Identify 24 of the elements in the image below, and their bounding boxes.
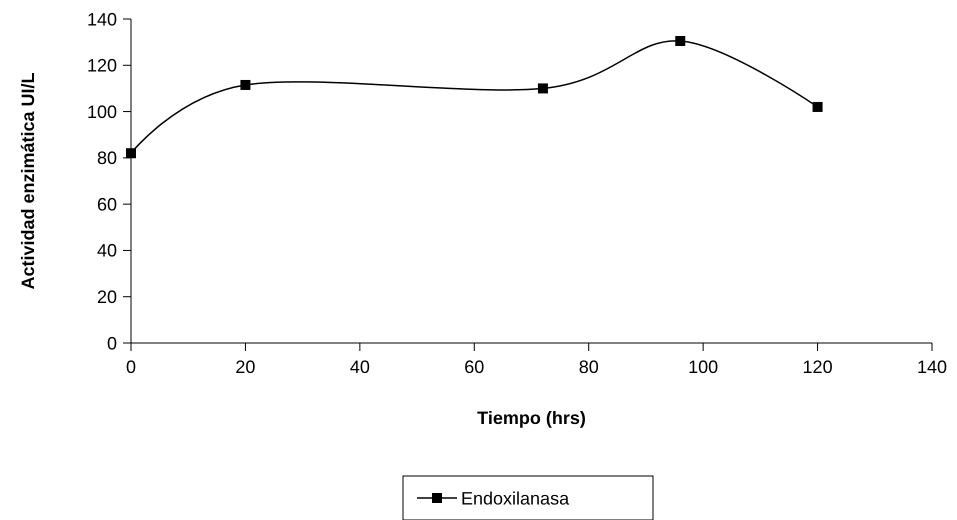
x-tick-label: 120 bbox=[802, 357, 833, 377]
y-tick-label: 100 bbox=[86, 102, 117, 122]
x-tick-label: 60 bbox=[464, 357, 484, 377]
point bbox=[675, 36, 686, 46]
y-tick-label: 20 bbox=[96, 287, 117, 308]
y-tick-label: 0 bbox=[106, 333, 117, 354]
y-tick-label: 120 bbox=[86, 56, 117, 76]
legend-label: Endoxilanasa bbox=[461, 488, 570, 508]
y-axis-title: Actividad enzimática UI/L bbox=[18, 72, 38, 290]
point bbox=[812, 102, 823, 112]
point bbox=[126, 148, 136, 158]
x-tick-label: 20 bbox=[235, 357, 256, 377]
x-tick-label: 100 bbox=[688, 357, 718, 377]
point bbox=[240, 80, 250, 90]
x-tick-label: 140 bbox=[916, 357, 948, 377]
x-axis-title: Tiempo (hrs) bbox=[477, 408, 586, 428]
x-tick-label: 40 bbox=[350, 357, 370, 377]
y-tick-label: 140 bbox=[86, 9, 117, 30]
y-tick-label: 40 bbox=[96, 240, 117, 261]
y-tick-label: 80 bbox=[96, 148, 117, 168]
y-tick-label: 60 bbox=[96, 194, 117, 214]
x-tick-label: 80 bbox=[578, 357, 599, 377]
x-tick-label: 0 bbox=[126, 357, 136, 377]
point bbox=[538, 83, 548, 94]
